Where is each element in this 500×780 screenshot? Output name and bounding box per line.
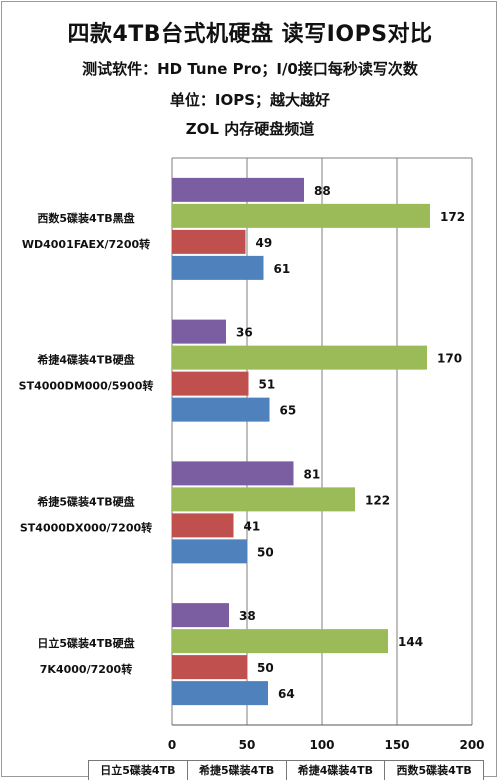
- bar: [172, 513, 234, 538]
- bar: [172, 371, 249, 396]
- data-label: 65: [280, 404, 297, 418]
- data-label: 38: [239, 609, 256, 623]
- bar: [172, 177, 304, 202]
- data-label: 41: [244, 519, 261, 533]
- bar: [172, 603, 229, 628]
- category-label-model: 7K4000/7200转: [40, 662, 132, 676]
- legend-item: 日立5碟装4TB: [89, 761, 188, 780]
- data-label: 144: [398, 635, 423, 649]
- bar: [172, 229, 246, 254]
- chart-legend: 日立5碟装4TB 希捷5碟装4TB 希捷4碟装4TB 西数5碟装4TB: [88, 760, 484, 780]
- data-label: 61: [274, 262, 291, 276]
- bar: [172, 255, 264, 280]
- category-label-model: ST4000DM000/5900转: [19, 379, 154, 393]
- data-label: 64: [278, 687, 295, 701]
- x-tick-label: 0: [168, 738, 176, 752]
- legend-item: 希捷5碟装4TB: [188, 761, 287, 780]
- bar: [172, 203, 430, 228]
- legend-item: 希捷4碟装4TB: [287, 761, 386, 780]
- chart-subtitle-source: ZOL 内存硬盘频道: [185, 120, 315, 138]
- x-tick-label: 150: [384, 738, 409, 752]
- x-tick-label: 100: [309, 738, 334, 752]
- bar: [172, 397, 270, 422]
- x-tick-label: 50: [239, 738, 256, 752]
- bar: [172, 345, 427, 370]
- bar: [172, 319, 226, 344]
- bar: [172, 629, 388, 654]
- category-label: 希捷4碟装4TB硬盘: [36, 353, 134, 367]
- bar: [172, 539, 247, 564]
- data-label: 122: [365, 493, 390, 507]
- data-label: 51: [259, 378, 276, 392]
- data-label: 81: [304, 467, 321, 481]
- chart-subtitle-software: 测试软件：HD Tune Pro；I/0接口每秒读写次数: [82, 60, 418, 78]
- data-label: 49: [256, 236, 273, 250]
- chart-subtitle-unit: 单位：IOPS；越大越好: [169, 91, 331, 109]
- bar: [172, 461, 294, 486]
- category-label: 西数5碟装4TB黑盘: [37, 211, 134, 225]
- data-label: 36: [236, 326, 253, 340]
- data-label: 172: [440, 210, 465, 224]
- category-label-model: ST4000DX000/7200转: [20, 520, 152, 534]
- category-label: 日立5碟装4TB硬盘: [37, 636, 134, 650]
- x-tick-label: 200: [459, 738, 484, 752]
- bar: [172, 487, 355, 512]
- chart-title: 四款4TB台式机硬盘 读写IOPS对比: [67, 22, 433, 47]
- legend-item: 西数5碟装4TB: [385, 761, 484, 780]
- bar: [172, 681, 268, 706]
- category-label: 希捷5碟装4TB硬盘: [36, 494, 134, 508]
- bar: [172, 655, 247, 680]
- category-label-model: WD4001FAEX/7200转: [22, 237, 150, 251]
- data-label: 50: [257, 545, 274, 559]
- data-label: 50: [257, 661, 274, 675]
- data-label: 88: [314, 184, 331, 198]
- data-label: 170: [437, 352, 462, 366]
